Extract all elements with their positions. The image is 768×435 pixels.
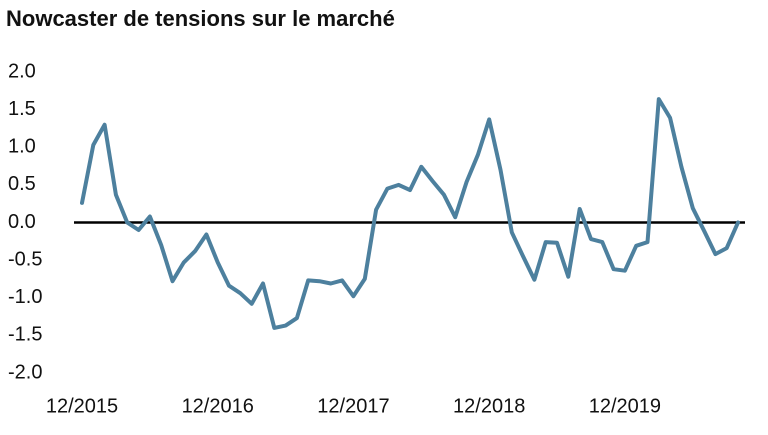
y-tick-label: -2.0 (8, 361, 42, 383)
y-tick-label: 0.5 (8, 173, 36, 195)
y-tick-label: 0.0 (8, 211, 36, 233)
y-tick-label: 1.0 (8, 136, 36, 158)
x-tick-label: 12/2019 (589, 395, 661, 417)
y-tick-label: -0.5 (8, 248, 42, 270)
y-tick-label: -1.0 (8, 286, 42, 308)
chart-title: Nowcaster de tensions sur le marché (6, 6, 395, 31)
x-tick-label: 12/2018 (453, 395, 525, 417)
y-tick-label: 1.5 (8, 98, 36, 120)
x-tick-label: 12/2015 (46, 395, 118, 417)
x-tick-label: 12/2017 (317, 395, 389, 417)
y-tick-label: -1.5 (8, 324, 42, 346)
y-tick-label: 2.0 (8, 60, 36, 82)
x-tick-label: 12/2016 (182, 395, 254, 417)
line-series (80, 97, 740, 330)
